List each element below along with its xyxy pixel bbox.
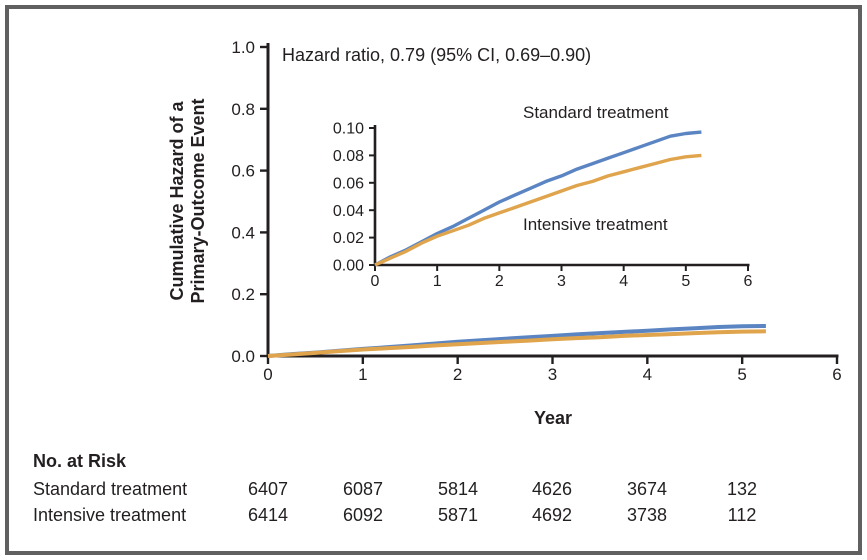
inset-y-tick-label: 0.08 xyxy=(333,148,364,165)
main-x-tick-label: 0 xyxy=(263,365,272,384)
inset-x-tick-label: 6 xyxy=(744,273,753,290)
inset-y-tick-label: 0.02 xyxy=(333,230,364,247)
inset-series-standard-treatment xyxy=(374,130,702,267)
main-y-tick-label: 1.0 xyxy=(231,38,255,57)
risk-count: 6092 xyxy=(342,505,384,525)
inset-y-tick-label: 0.10 xyxy=(333,121,364,138)
inset-axis xyxy=(373,125,750,267)
main-x-tick-label: 4 xyxy=(643,365,652,384)
risk-row-label: Intensive treatment xyxy=(33,505,187,525)
main-x-tick-label: 3 xyxy=(548,365,557,384)
risk-count: 6407 xyxy=(247,479,289,499)
main-y-tick-label: 0.2 xyxy=(231,285,255,304)
inset-x-tick-label: 2 xyxy=(495,273,504,290)
main-y-tick-label: 0.0 xyxy=(231,347,255,366)
risk-count: 3674 xyxy=(626,479,668,499)
risk-count: 6087 xyxy=(342,479,384,499)
risk-count: 132 xyxy=(726,479,758,499)
inset-x-tick-label: 5 xyxy=(681,273,690,290)
x-axis-label: Year xyxy=(533,408,573,428)
risk-count: 3738 xyxy=(626,505,668,525)
inset-x-tick-label: 3 xyxy=(557,273,566,290)
y-axis-label-line2: Primary-Outcome Event xyxy=(188,98,208,304)
risk-table-row-standard: Standard treatment 6407 6087 5814 4626 3… xyxy=(0,479,867,503)
risk-count: 4692 xyxy=(531,505,573,525)
risk-count: 5814 xyxy=(437,479,479,499)
main-x-tick-label: 1 xyxy=(358,365,367,384)
main-y-tick-label: 0.8 xyxy=(231,100,255,119)
main-series-intensive-treatment xyxy=(267,329,766,358)
risk-row-label: Standard treatment xyxy=(33,479,188,499)
main-y-tick-label: 0.6 xyxy=(231,162,255,181)
inset-x-tick-label: 4 xyxy=(619,273,628,290)
risk-count: 112 xyxy=(727,505,757,525)
main-x-tick-label: 5 xyxy=(737,365,746,384)
y-axis-label: Cumulative Hazard of a Primary-Outcome E… xyxy=(167,98,209,303)
inset-x-tick-label: 0 xyxy=(371,273,380,290)
main-x-tick-label: 6 xyxy=(832,365,841,384)
inset-y-tick-label: 0.04 xyxy=(333,203,364,220)
inset-y-tick-label: 0.06 xyxy=(333,175,364,192)
inset-series-intensive-treatment xyxy=(374,153,702,267)
risk-count: 4626 xyxy=(531,479,573,499)
intensive-treatment-label: Intensive treatment xyxy=(523,215,668,234)
risk-table-title: No. at Risk xyxy=(33,451,127,471)
risk-count: 5871 xyxy=(437,505,479,525)
standard-treatment-label: Standard treatment xyxy=(523,103,669,122)
main-y-tick-label: 0.4 xyxy=(231,223,255,242)
risk-table-row-intensive: Intensive treatment 6414 6092 5871 4692 … xyxy=(0,505,867,529)
inset-y-tick-label: 0.00 xyxy=(333,258,364,275)
main-x-tick-label: 2 xyxy=(453,365,462,384)
risk-count: 6414 xyxy=(247,505,289,525)
hazard-ratio-annotation: Hazard ratio, 0.79 (95% CI, 0.69–0.90) xyxy=(282,45,592,65)
main-axis xyxy=(266,43,839,358)
y-axis-label-line1: Cumulative Hazard of a xyxy=(167,101,187,301)
inset-x-tick-label: 1 xyxy=(433,273,442,290)
